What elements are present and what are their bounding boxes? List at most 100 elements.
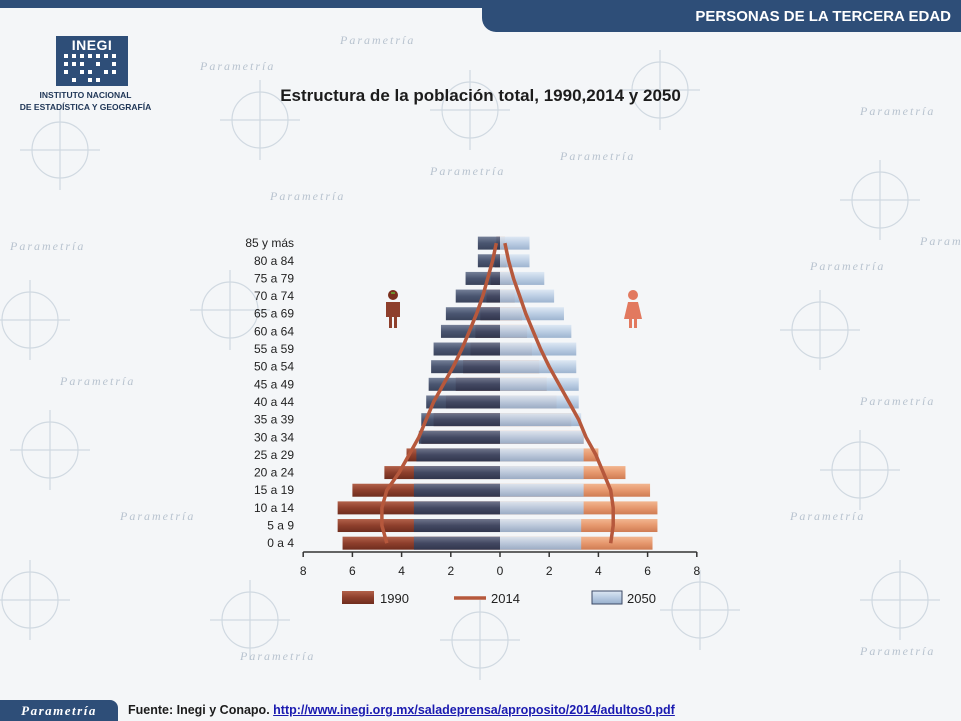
bar-2050-men-4 [413,466,500,480]
age-label: 60 a 64 [254,324,294,338]
age-label: 85 y más [245,236,294,250]
age-label: 80 a 84 [254,254,294,268]
watermark-text: Parametría [59,374,135,388]
legend-label-2050: 2050 [627,591,656,606]
legend-swatch-2050 [591,590,623,605]
x-tick-label: 6 [349,564,356,578]
watermark-text: Parametría [789,509,865,523]
age-label: 10 a 14 [254,501,294,515]
watermark-text: Parametría [199,59,275,73]
bar-2050-women-1 [500,519,582,533]
bar-2050-women-16 [500,254,530,268]
x-tick-label: 2 [447,564,454,578]
legend-label-1990: 1990 [380,591,409,606]
bar-2050-men-1 [413,519,500,533]
bar-2050-men-16 [477,254,500,268]
bar-2050-women-15 [500,271,545,285]
age-label: 25 a 29 [254,448,294,462]
bar-2050-men-3 [413,483,500,497]
source-prefix: Fuente: Inegi y Conapo. [128,703,270,717]
watermark-text: Parametría [919,234,961,248]
inegi-logo: INEGI INSTITUTO NACIONAL DE ESTADÍSTICA … [18,36,153,116]
bar-2050-women-4 [500,466,584,480]
x-tick-label: 4 [398,564,405,578]
age-label: 20 a 24 [254,466,294,480]
bar-2050-women-0 [500,536,582,550]
footer-badge: Parametría [0,700,118,721]
age-label: 0 a 4 [267,536,294,550]
bar-2050-women-10 [500,360,577,374]
bar-2050-men-6 [418,430,500,444]
age-label: 70 a 74 [254,289,294,303]
female-icon [624,290,642,328]
legend-label-2014: 2014 [491,591,520,606]
male-icon [386,290,400,328]
section-header: PERSONAS DE LA TERCERA EDAD [482,0,961,32]
age-label: 40 a 44 [254,395,294,409]
bar-2050-men-8 [426,395,500,409]
bar-2050-women-2 [500,501,584,515]
footer-source: Fuente: Inegi y Conapo. http://www.inegi… [128,703,675,717]
age-label: 55 a 59 [254,342,294,356]
age-label: 65 a 69 [254,307,294,321]
bar-2050-women-8 [500,395,579,409]
age-label: 75 a 79 [254,271,294,285]
watermark-text: Parametría [809,259,885,273]
watermark-text: Parametría [859,644,935,658]
source-link[interactable]: http://www.inegi.org.mx/saladeprensa/apr… [273,703,675,717]
age-label: 45 a 49 [254,377,294,391]
age-label: 30 a 34 [254,430,294,444]
watermark-text: Parametría [269,189,345,203]
logo-brand: INEGI [71,37,113,53]
bar-2050-men-2 [413,501,500,515]
bar-2050-women-14 [500,289,555,303]
top-bar [0,0,961,8]
logo-box [56,36,128,86]
bar-2050-women-6 [500,430,584,444]
bar-2050-men-14 [455,289,500,303]
watermark-text: Parametría [859,394,935,408]
line-2014-women [503,242,615,544]
x-tick-label: 2 [546,564,553,578]
bar-2050-men-13 [445,307,500,321]
bar-2050-men-5 [416,448,500,462]
logo-line-2: DE ESTADÍSTICA Y GEOGRAFÍA [19,102,152,112]
bar-2050-women-9 [500,377,579,391]
age-label: 35 a 39 [254,413,294,427]
bar-2050-women-11 [500,342,577,356]
age-label: 5 a 9 [267,519,294,533]
bar-2050-men-11 [433,342,500,356]
watermark-text: Parametría [339,33,415,47]
bar-2050-women-13 [500,307,564,321]
x-tick-label: 6 [644,564,651,578]
x-tick-label: 4 [595,564,602,578]
bar-2050-women-5 [500,448,584,462]
watermark-text: Parametría [859,104,935,118]
watermark-text: Parametría [429,164,505,178]
x-tick-label: 0 [497,564,504,578]
bar-2050-men-10 [431,360,500,374]
bar-2050-women-17 [500,236,530,250]
watermark-text: Parametría [559,149,635,163]
bar-2050-men-15 [465,271,500,285]
logo-grid-icon [64,54,116,82]
bar-2050-men-0 [413,536,500,550]
bar-2050-men-7 [421,413,500,427]
watermark-text: Parametría [119,509,195,523]
logo-line-1: INSTITUTO NACIONAL [39,90,132,100]
population-pyramid-chart: 0 a 4 5 a 9 10 a 14 15 a 19 20 a 24 25 a 29 30… [245,236,700,606]
bar-2050-women-3 [500,483,584,497]
x-tick-label: 8 [300,564,307,578]
age-label: 15 a 19 [254,483,294,497]
x-tick-label: 8 [693,564,700,578]
bar-2050-women-12 [500,324,572,338]
age-label: 50 a 54 [254,360,294,374]
line-2014-men [380,242,499,544]
section-title: PERSONAS DE LA TERCERA EDAD [695,7,951,25]
legend-swatch-1990 [342,591,374,604]
bar-2050-women-7 [500,413,582,427]
watermark-text: Parametría [239,649,315,663]
chart-title: Estructura de la población total, 1990,2… [280,86,681,105]
watermark-text: Parametría [9,239,85,253]
